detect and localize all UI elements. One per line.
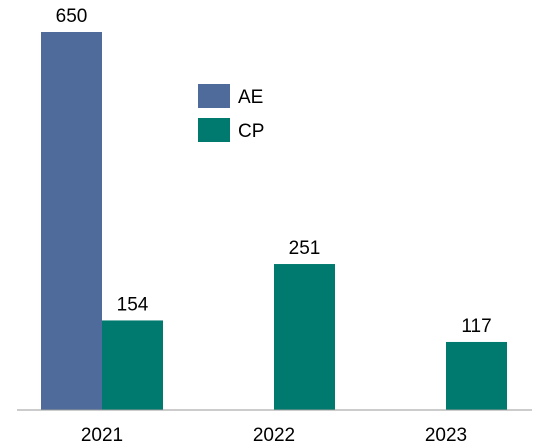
data-label-ae-2021: 650	[56, 6, 88, 27]
data-label-cp-2022: 251	[289, 238, 321, 259]
x-tick-label-2023: 2023	[425, 425, 467, 446]
bar-cp-2023	[446, 341, 507, 410]
bar-cp-2021	[102, 320, 163, 410]
data-labels-group: 650 154 251 117	[56, 6, 492, 337]
bar-cp-2022	[274, 264, 335, 410]
legend-label-cp: CP	[238, 121, 264, 142]
bars-group	[41, 32, 507, 410]
data-label-cp-2021: 154	[117, 294, 149, 315]
x-tick-labels-group: 2021 2022 2023	[81, 425, 467, 446]
legend-swatch-ae	[198, 84, 230, 108]
legend-label-ae: AE	[238, 87, 263, 108]
x-tick-label-2022: 2022	[253, 425, 295, 446]
bar-ae-2021	[41, 32, 102, 410]
data-label-cp-2023: 117	[461, 316, 491, 337]
legend-swatch-cp	[198, 118, 230, 142]
x-tick-label-2021: 2021	[81, 425, 123, 446]
legend: AE CP	[198, 84, 264, 142]
